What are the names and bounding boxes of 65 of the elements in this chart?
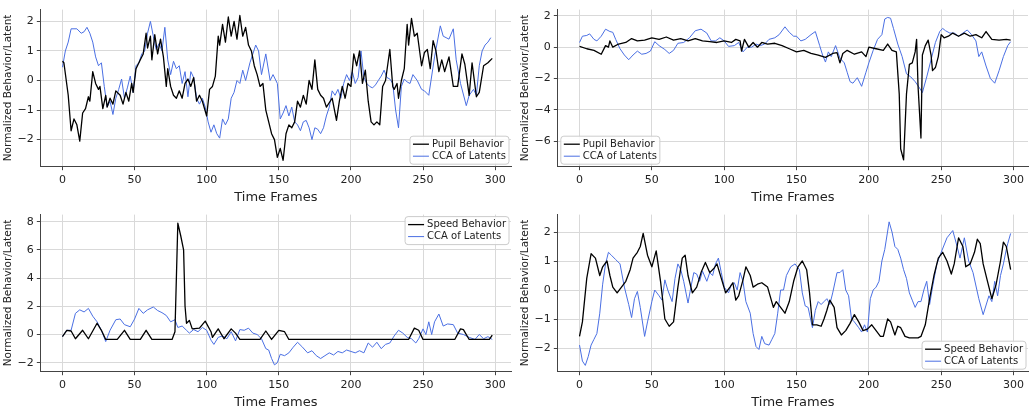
y-tick-label: 0 (26, 73, 34, 87)
y-tick-label: 2 (543, 224, 551, 238)
x-tick-label: 250 (930, 172, 952, 186)
x-tick-label: 0 (58, 377, 66, 391)
y-tick-label: 2 (26, 14, 34, 28)
x-tick-label: 0 (58, 172, 66, 186)
x-tick-label: 0 (576, 377, 584, 391)
x-tick-label: 100 (196, 377, 218, 391)
x-tick-label: 200 (858, 377, 880, 391)
y-tick-label: −2 (534, 71, 551, 85)
x-tick-label: 250 (412, 377, 434, 391)
x-axis-title: Time Frames (750, 393, 835, 409)
legend-label: CCA of Latents (431, 149, 506, 161)
x-tick-label: 50 (644, 172, 659, 186)
x-tick-label: 150 (786, 377, 808, 391)
y-tick-label: −2 (17, 355, 34, 369)
x-tick-label: 300 (484, 377, 506, 391)
x-tick-label: 50 (127, 377, 142, 391)
y-tick-label: 4 (26, 270, 34, 284)
x-tick-label: 300 (484, 172, 506, 186)
x-tick-label: 50 (644, 377, 659, 391)
legend-label: Speed Behavior (427, 218, 507, 230)
y-tick-label: 1 (26, 43, 34, 57)
x-tick-label: 100 (713, 377, 735, 391)
y-axis-title: Normalized Behavior/Latent (518, 14, 531, 162)
y-tick-label: 0 (26, 327, 34, 341)
y-tick-label: −1 (534, 311, 551, 325)
legend-label: Pupil Behavior (431, 137, 505, 149)
legend-label: CCA of Latents (427, 230, 502, 242)
y-tick-label: −1 (17, 102, 34, 116)
x-axis-title: Time Frames (750, 188, 835, 204)
x-tick-label: 250 (412, 172, 434, 186)
y-tick-label: 2 (26, 299, 34, 313)
y-axis-title: Normalized Behavior/Latent (518, 219, 531, 367)
x-tick-label: 50 (127, 172, 142, 186)
y-tick-label: 2 (543, 8, 551, 22)
y-axis-title: Normalized Behavior/Latent (1, 219, 14, 367)
x-tick-label: 200 (858, 172, 880, 186)
x-tick-label: 100 (713, 172, 735, 186)
x-tick-label: 300 (1003, 377, 1025, 391)
y-tick-label: 8 (26, 214, 34, 228)
x-tick-label: 150 (268, 172, 290, 186)
legend-label: CCA of Latents (582, 149, 657, 161)
legend-label: CCA of Latents (944, 354, 1019, 366)
legend-label: Pupil Behavior (582, 137, 656, 149)
y-tick-label: −2 (17, 132, 34, 146)
x-tick-label: 100 (196, 172, 218, 186)
y-tick-label: 1 (543, 253, 551, 267)
y-tick-label: 6 (26, 242, 34, 256)
x-tick-label: 200 (340, 172, 362, 186)
legend-label: Speed Behavior (944, 342, 1024, 354)
x-tick-label: 250 (930, 377, 952, 391)
x-tick-label: 150 (268, 377, 290, 391)
x-tick-label: 150 (786, 172, 808, 186)
x-axis-title: Time Frames (233, 393, 318, 409)
x-tick-label: 200 (340, 377, 362, 391)
x-tick-label: 0 (576, 172, 584, 186)
x-tick-label: 300 (1003, 172, 1025, 186)
y-tick-label: 0 (543, 282, 551, 296)
y-tick-label: −6 (534, 134, 551, 147)
y-axis-title: Normalized Behavior/Latent (1, 14, 14, 162)
y-tick-label: −2 (534, 340, 551, 354)
y-tick-label: 0 (543, 40, 551, 54)
x-axis-title: Time Frames (233, 188, 318, 204)
y-tick-label: −4 (534, 102, 551, 116)
